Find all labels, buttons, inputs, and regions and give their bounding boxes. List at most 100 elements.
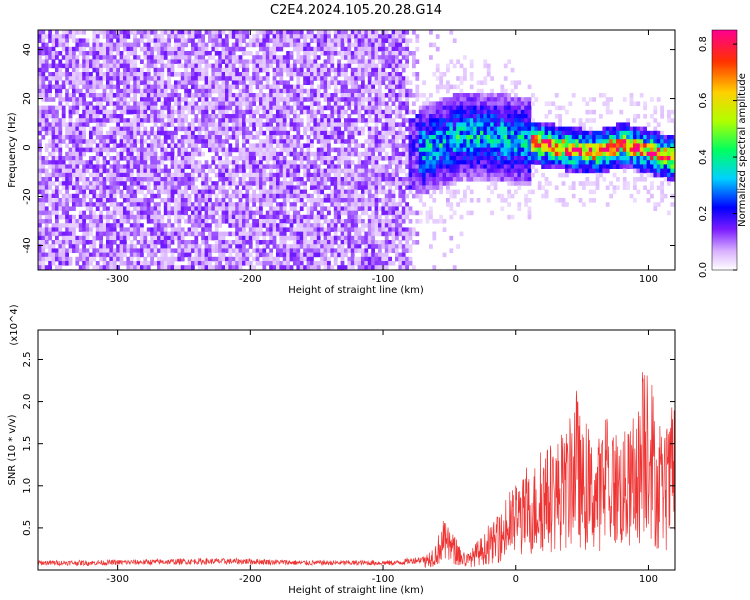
spectrogram-cell [265, 84, 270, 90]
spectrogram-cell [269, 63, 273, 69]
spectrogram-cell [310, 101, 314, 106]
spectrogram-cell [133, 181, 137, 186]
spectrogram-cell [82, 214, 86, 220]
spectrogram-cell [163, 105, 168, 111]
spectrogram-cell [347, 235, 352, 241]
spectrogram-cell [228, 202, 233, 207]
spectrogram-cell [61, 42, 66, 48]
spectrogram-cell [323, 172, 328, 178]
spectrogram-cell [126, 160, 131, 165]
spectrogram-cell [381, 63, 386, 69]
spectrogram-cell [323, 151, 328, 157]
spectrogram-cell [225, 219, 229, 224]
spectrogram-cell [248, 76, 253, 81]
spectrogram-cell [293, 109, 297, 115]
spectrogram-cell [204, 177, 209, 182]
spectrogram-cell [136, 168, 141, 174]
spectrogram-cell [133, 235, 137, 241]
spectrogram-cell [388, 198, 392, 203]
spectrogram-cell [286, 214, 290, 220]
spectrogram-cell [143, 76, 148, 81]
spectrogram-cell [160, 122, 165, 127]
spectrogram-cell [116, 88, 120, 94]
spectrogram-cell [136, 252, 141, 258]
spectrogram-cell [242, 147, 246, 153]
spectrogram-cell [225, 105, 229, 111]
spectrogram-cell [112, 172, 117, 178]
spectrogram-cell [293, 231, 297, 237]
spectrogram-cells [38, 30, 675, 270]
spectrogram-cell [367, 235, 372, 241]
spectrogram-cell [204, 223, 209, 228]
spectrogram-cell [354, 147, 358, 153]
spectrogram-cell [228, 147, 233, 153]
spectrogram-cell [197, 244, 202, 249]
spectrogram-cell [150, 189, 154, 195]
spectrogram-cell [299, 118, 304, 123]
spectrogram-cell [238, 38, 243, 43]
spectrogram-cell [109, 88, 114, 94]
spectrogram-cell [58, 76, 63, 81]
spectrogram-cell [68, 93, 73, 98]
spectrogram-cell [194, 193, 199, 199]
spectrogram-cell [276, 55, 280, 60]
spectrogram-cell [374, 160, 379, 165]
spectrogram-cell [384, 231, 389, 237]
spectrogram-cell [259, 122, 263, 127]
spectrogram-cell [384, 181, 389, 186]
spectrogram-cell [197, 210, 202, 216]
spectrogram-cell [201, 34, 205, 39]
spectrogram-cell [374, 164, 379, 169]
spectrogram-cell [347, 59, 352, 64]
spectrogram-cell [374, 202, 379, 207]
spectrogram-cell [313, 189, 318, 195]
spectrogram-cell [330, 42, 335, 48]
spectrogram-cell [211, 109, 216, 115]
spectrogram-cell [225, 51, 229, 56]
spectrogram-cell [143, 105, 148, 111]
spectrogram-cell [170, 198, 175, 203]
spectrogram-cell [163, 210, 168, 216]
spectrogram-cell [357, 202, 362, 207]
spectrogram-cell [143, 214, 148, 220]
spectrogram-cell [269, 51, 273, 56]
spectrogram-cell [153, 105, 158, 111]
spectrogram-cell [255, 38, 260, 43]
spectrogram-cell [82, 168, 86, 174]
spectrogram-cell [282, 223, 287, 228]
spectrogram-cell [231, 63, 236, 69]
spectrogram-cell [92, 223, 97, 228]
spectrogram-cell [276, 181, 280, 186]
spectrogram-cell [248, 231, 253, 237]
spectrogram-cell [289, 248, 294, 253]
spectrogram-cell [242, 34, 246, 39]
spectrogram-cell [286, 122, 290, 127]
spectrogram-cell [221, 139, 226, 144]
spectrogram-cell [265, 151, 270, 157]
spectrogram-cell [238, 80, 243, 85]
spectrogram-cell [252, 34, 256, 39]
spectrogram-cell [95, 34, 100, 39]
spectrogram-cell [143, 126, 148, 132]
spectrogram-cell [248, 261, 253, 266]
spectrogram-cell [296, 151, 301, 157]
spectrogram-cell [371, 126, 375, 132]
spectrogram-cell [197, 219, 202, 224]
spectrogram-cell [109, 30, 114, 35]
spectrogram-cell [48, 252, 52, 258]
spectrogram-cell [72, 135, 76, 140]
spectrogram-cell [109, 252, 114, 258]
spectrogram-cell [214, 72, 219, 77]
spectrogram-cell [51, 151, 56, 157]
spectrogram-cell [89, 214, 93, 220]
spectrogram-cell [340, 139, 345, 144]
spectrogram-cell [225, 76, 229, 81]
spectrogram-cell [350, 193, 355, 199]
spectrogram-cell [221, 189, 226, 195]
spectrogram-cell [347, 244, 352, 249]
spectrogram-cell [371, 67, 375, 73]
spectrogram-cell [177, 214, 182, 220]
spectrogram-cell [333, 38, 338, 43]
spectrogram-cell [48, 88, 52, 94]
spectrogram-cell [296, 172, 301, 178]
